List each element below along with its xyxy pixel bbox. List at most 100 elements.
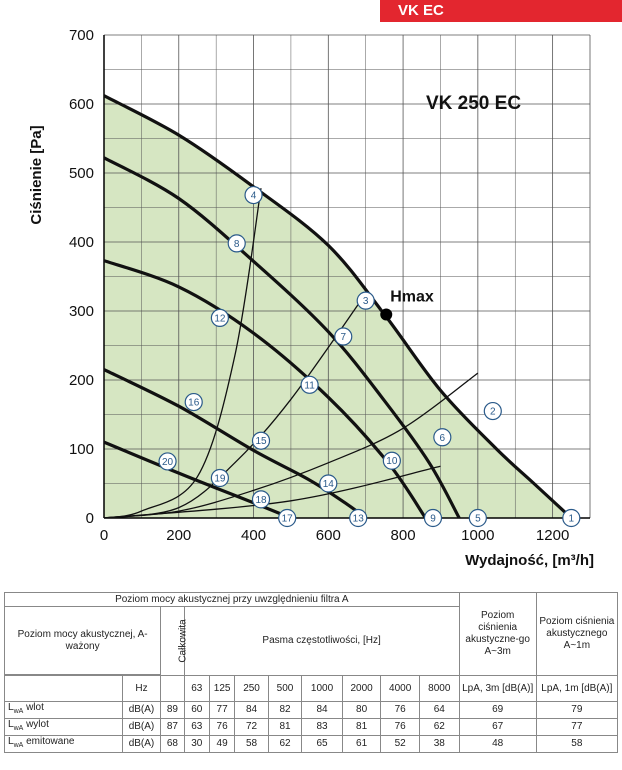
- chart-title: VK 250 EC: [426, 93, 521, 114]
- hz-label: Hz: [121, 675, 162, 702]
- operating-point-marker: 18: [251, 490, 271, 509]
- marker-label: 1: [569, 514, 575, 525]
- table-row: LwA wylot dB(A) 87 63 76 72 81 83 81 76 …: [4, 718, 619, 736]
- y-tick-label: 100: [69, 441, 94, 458]
- y-tick-labels: 0 100 200 300 400 500 600 700: [69, 27, 94, 527]
- band-63: 63: [183, 675, 210, 702]
- marker-circle: [210, 308, 229, 327]
- band-8000: 8000: [418, 675, 460, 702]
- row-label: LwA wlot: [4, 701, 123, 719]
- row-name: wylot: [26, 719, 49, 730]
- marker-circle: [562, 508, 581, 528]
- row-band: 64: [418, 701, 460, 719]
- y-tick-label: 0: [86, 510, 94, 527]
- x-tick-label: 1000: [461, 527, 494, 544]
- marker-label: 19: [214, 473, 226, 484]
- row-band: 81: [341, 718, 382, 736]
- operating-point-marker: 16: [184, 392, 203, 412]
- band-125: 125: [208, 675, 236, 702]
- row-band: 60: [183, 701, 210, 719]
- marker-label: 17: [282, 514, 294, 525]
- marker-circle: [319, 474, 338, 493]
- x-tick-label: 600: [316, 527, 341, 544]
- x-tick-label: 0: [100, 527, 108, 544]
- row-band: 61: [341, 735, 382, 753]
- bands-header: Pasma częstotliwości, [Hz]: [183, 606, 460, 676]
- marker-circle: [468, 508, 487, 528]
- row-band: 81: [267, 718, 303, 736]
- marker-label: 14: [323, 479, 335, 490]
- fan-curve: [104, 440, 293, 518]
- eta-max-point: [380, 308, 393, 321]
- marker-label: 6: [440, 433, 446, 444]
- fan-curve: [104, 94, 573, 518]
- table-row: LwA emitowane dB(A) 68 30 49 58 62 65 61…: [4, 735, 619, 753]
- marker-label: 4: [251, 191, 257, 202]
- operating-point-marker: 13: [349, 508, 368, 528]
- x-tick-label: 200: [166, 527, 191, 544]
- row-unit: dB(A): [121, 718, 162, 736]
- marker-circle: [244, 185, 263, 205]
- system-curve: [104, 465, 441, 518]
- y-axis-title: Ciśnienie [Pa]: [28, 125, 45, 224]
- operating-point-marker: 2: [483, 401, 502, 421]
- row-band: 62: [418, 718, 460, 736]
- marker-label: 5: [475, 514, 481, 525]
- operating-point-marker: 1: [562, 508, 581, 528]
- x-tick-label: 1200: [536, 527, 569, 544]
- marker-circle: [349, 508, 368, 528]
- lpa3-header: Poziom ciśnienia akustyczne-go A~3m: [458, 592, 537, 676]
- operating-point-marker: 10: [382, 451, 401, 470]
- row-unit: dB(A): [121, 701, 162, 719]
- operating-point-marker: 5: [468, 508, 487, 528]
- row-band: 62: [267, 735, 303, 753]
- row-name: wlot: [26, 702, 44, 713]
- y-tick-label: 600: [69, 96, 94, 113]
- eta-max-label: Ηmax: [390, 288, 434, 305]
- operating-point-marker: 14: [319, 474, 338, 493]
- row-lpa1: 58: [535, 735, 619, 753]
- row-band: 38: [418, 735, 460, 753]
- operating-point-marker: 6: [433, 428, 452, 447]
- row-unit: dB(A): [121, 735, 162, 753]
- x-axis-title: Wydajność, [m³/h]: [465, 552, 594, 569]
- operating-point-marker: 11: [300, 375, 319, 394]
- marker-circle: [382, 451, 401, 470]
- x-tick-label: 400: [241, 527, 266, 544]
- marker-label: 20: [162, 457, 174, 468]
- row-band: 76: [380, 701, 420, 719]
- y-tick-label: 400: [69, 234, 94, 251]
- lpa1-header: Poziom ciśnienia akustycznego A~1m: [535, 592, 619, 676]
- row-band: 83: [301, 718, 343, 736]
- row-label: LwA emitowane: [4, 735, 123, 753]
- operating-point-marker: 12: [210, 308, 229, 327]
- lpa1-unit: LpA, 1m [dB(A)]: [535, 675, 619, 702]
- row-total: 68: [160, 735, 185, 753]
- marker-label: 9: [430, 514, 436, 525]
- band-2000: 2000: [341, 675, 382, 702]
- band-1000: 1000: [301, 675, 343, 702]
- marker-label: 3: [363, 296, 369, 307]
- marker-circle: [300, 375, 319, 394]
- operating-point-marker: 20: [158, 452, 177, 471]
- marker-circle: [433, 428, 452, 447]
- row-total: 87: [160, 718, 185, 736]
- row-name: emitowane: [26, 736, 75, 747]
- acoustic-table: Poziom mocy akustycznej przy uwzględnien…: [3, 592, 619, 753]
- row-band: 52: [380, 735, 420, 753]
- operating-point-marker: 7: [334, 327, 353, 346]
- row-band: 77: [208, 701, 236, 719]
- marker-circle: [210, 468, 229, 488]
- marker-label: 8: [234, 239, 240, 250]
- band-250: 250: [234, 675, 269, 702]
- row-header: Poziom mocy akustycznej, A-ważony: [3, 606, 162, 675]
- band-4000: 4000: [380, 675, 420, 702]
- marker-circle: [278, 508, 297, 528]
- row-band: 49: [208, 735, 236, 753]
- operating-point-marker: 9: [423, 508, 443, 528]
- total-label: Całkowita: [177, 619, 189, 663]
- marker-circle: [227, 234, 246, 253]
- marker-label: 16: [188, 398, 200, 409]
- row-band: 80: [341, 701, 382, 719]
- row-lpa1: 77: [535, 718, 619, 736]
